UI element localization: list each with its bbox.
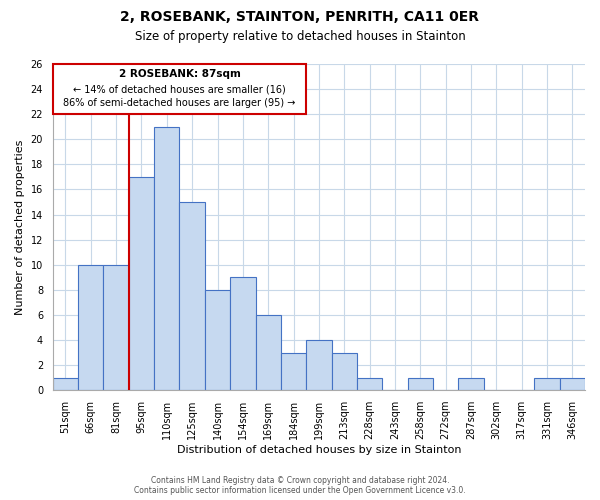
Bar — [332, 352, 357, 390]
Text: Contains HM Land Registry data © Crown copyright and database right 2024.
Contai: Contains HM Land Registry data © Crown c… — [134, 476, 466, 495]
Bar — [154, 126, 179, 390]
Bar — [78, 265, 103, 390]
Bar — [53, 378, 78, 390]
Bar — [458, 378, 484, 390]
Bar — [306, 340, 332, 390]
Text: 2, ROSEBANK, STAINTON, PENRITH, CA11 0ER: 2, ROSEBANK, STAINTON, PENRITH, CA11 0ER — [121, 10, 479, 24]
Bar — [281, 352, 306, 390]
Bar — [560, 378, 585, 390]
X-axis label: Distribution of detached houses by size in Stainton: Distribution of detached houses by size … — [176, 445, 461, 455]
FancyBboxPatch shape — [53, 64, 306, 114]
Text: Size of property relative to detached houses in Stainton: Size of property relative to detached ho… — [134, 30, 466, 43]
Bar — [256, 315, 281, 390]
Bar — [535, 378, 560, 390]
Text: 2 ROSEBANK: 87sqm: 2 ROSEBANK: 87sqm — [119, 69, 241, 79]
Y-axis label: Number of detached properties: Number of detached properties — [15, 140, 25, 315]
Bar — [407, 378, 433, 390]
Bar — [230, 278, 256, 390]
Bar — [179, 202, 205, 390]
Bar — [103, 265, 129, 390]
Text: ← 14% of detached houses are smaller (16): ← 14% of detached houses are smaller (16… — [73, 84, 286, 94]
Bar — [357, 378, 382, 390]
Bar — [129, 177, 154, 390]
Text: 86% of semi-detached houses are larger (95) →: 86% of semi-detached houses are larger (… — [64, 98, 296, 108]
Bar — [205, 290, 230, 390]
